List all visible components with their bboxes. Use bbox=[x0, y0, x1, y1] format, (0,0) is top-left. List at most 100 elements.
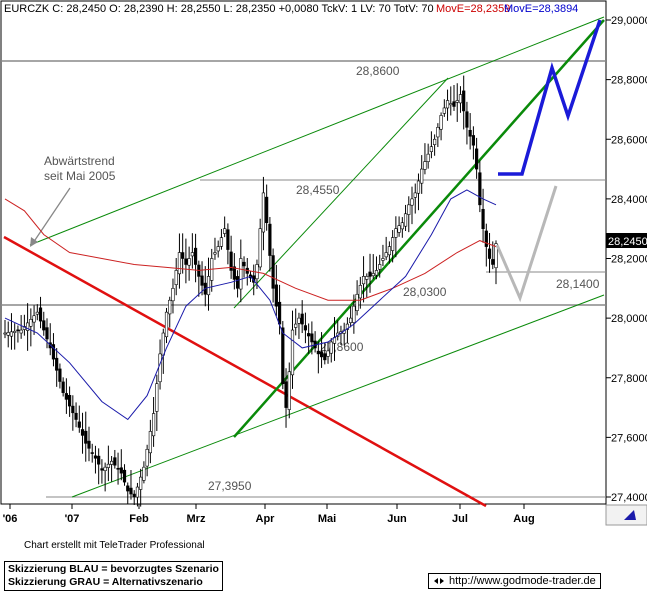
candle-body bbox=[487, 248, 492, 259]
y-tick-label: 27,6000 bbox=[611, 432, 647, 444]
candle-body bbox=[465, 111, 469, 128]
candle-body bbox=[103, 466, 107, 471]
candle-body bbox=[213, 252, 217, 255]
candle-body bbox=[3, 332, 7, 335]
candle-body bbox=[158, 353, 162, 383]
candle-body bbox=[109, 460, 114, 465]
candle-body bbox=[139, 476, 143, 490]
candle-body bbox=[87, 440, 91, 449]
candle-body bbox=[468, 129, 472, 137]
green-channel-lower bbox=[71, 294, 605, 498]
x-axis: '06 '07 Feb Mrz Apr Mai Jun Jul Aug bbox=[3, 504, 535, 525]
candle-body bbox=[161, 332, 165, 356]
plot-area bbox=[0, 0, 607, 505]
level-label-27395: 27,3950 bbox=[208, 479, 252, 493]
moving-average-blue bbox=[4, 189, 497, 421]
candle-body bbox=[181, 252, 185, 259]
level-label-28860: 28,8600 bbox=[356, 64, 400, 78]
candle-body bbox=[290, 329, 295, 376]
candle-body bbox=[6, 332, 10, 336]
candle-body bbox=[148, 431, 152, 454]
candle-body bbox=[481, 208, 485, 229]
candle-body bbox=[391, 237, 395, 251]
scroll-button[interactable] bbox=[605, 504, 647, 526]
candle-body bbox=[122, 469, 127, 483]
candle-body bbox=[445, 100, 450, 109]
candle-body bbox=[32, 315, 36, 323]
x-tick-label: Feb bbox=[129, 513, 149, 525]
candle-body bbox=[58, 368, 62, 382]
x-tick-label: Mrz bbox=[187, 513, 206, 525]
candle-body bbox=[239, 258, 243, 290]
candle-body bbox=[187, 258, 191, 266]
candle-body bbox=[168, 299, 172, 315]
candle-body bbox=[300, 313, 304, 325]
candle-body bbox=[494, 243, 498, 269]
candle-body bbox=[329, 341, 333, 354]
candle-body bbox=[171, 288, 175, 302]
candle-body bbox=[416, 180, 421, 194]
candle-body bbox=[61, 381, 65, 393]
candle-body bbox=[71, 405, 75, 414]
annotation-line1: Abwärtstrend bbox=[44, 154, 115, 168]
candle-body bbox=[349, 317, 353, 323]
candle-body bbox=[471, 135, 475, 146]
candle-body bbox=[116, 467, 120, 470]
candle-body bbox=[387, 246, 392, 256]
y-tick-label: 28,8000 bbox=[611, 75, 647, 87]
y-tick-label: 27,8000 bbox=[611, 373, 647, 385]
candle-body bbox=[164, 311, 169, 338]
candle-body bbox=[16, 329, 20, 332]
level-label-28140: 28,1400 bbox=[556, 277, 600, 291]
candle-body bbox=[287, 371, 291, 410]
candle-body bbox=[174, 270, 178, 285]
candle-body bbox=[439, 115, 443, 130]
red-downtrend-line bbox=[3, 235, 487, 508]
x-tick-label: '06 bbox=[3, 513, 18, 525]
candle-body bbox=[38, 307, 43, 322]
candle-body bbox=[410, 198, 414, 206]
candle-body bbox=[297, 317, 301, 324]
candle-body bbox=[226, 229, 230, 250]
x-tick-label: Jul bbox=[452, 513, 468, 525]
y-tick-label: 29,0000 bbox=[611, 15, 647, 27]
candle-body bbox=[442, 107, 446, 114]
candle-body bbox=[84, 430, 88, 444]
y-tick-label: 28,0000 bbox=[611, 313, 647, 325]
y-tick-label: 28,6000 bbox=[611, 134, 647, 146]
price-bars bbox=[3, 75, 498, 507]
candle-body bbox=[303, 325, 308, 331]
candle-body bbox=[368, 271, 372, 277]
candle-body bbox=[113, 457, 117, 466]
candle-body bbox=[229, 251, 233, 271]
candle-body bbox=[384, 252, 388, 258]
y-tick-label: 28,2000 bbox=[611, 254, 647, 266]
source-link[interactable]: http://www.godmode-trader.de bbox=[428, 573, 601, 589]
candle-body bbox=[29, 319, 33, 327]
candle-body bbox=[155, 383, 159, 412]
candle-body bbox=[177, 252, 182, 275]
legend-gray: Skizzierung GRAU = Alternativszenario bbox=[8, 576, 203, 588]
candle-body bbox=[35, 311, 39, 315]
candle-body bbox=[193, 247, 198, 265]
candle-body bbox=[242, 261, 246, 267]
candle-body bbox=[119, 467, 123, 474]
candle-body bbox=[423, 161, 427, 170]
candle-body bbox=[100, 468, 104, 471]
candle-body bbox=[151, 413, 156, 437]
candle-body bbox=[462, 90, 466, 112]
candle-body bbox=[378, 264, 382, 270]
scroll-arrow-icon[interactable] bbox=[624, 510, 636, 520]
candle-body bbox=[413, 192, 417, 198]
candle-body bbox=[381, 258, 385, 261]
y-axis: 29,0000 28,8000 28,6000 28,4000 28,2000 28,00… bbox=[606, 15, 647, 504]
candle-body bbox=[436, 127, 440, 138]
candle-body bbox=[358, 285, 362, 299]
candle-body bbox=[478, 172, 482, 206]
candle-body bbox=[261, 192, 266, 233]
candle-body bbox=[132, 493, 136, 498]
annotation-arrowhead bbox=[30, 237, 38, 247]
source-url[interactable]: http://www.godmode-trader.de bbox=[449, 575, 596, 587]
candle-body bbox=[145, 448, 149, 467]
candle-body bbox=[68, 394, 72, 407]
